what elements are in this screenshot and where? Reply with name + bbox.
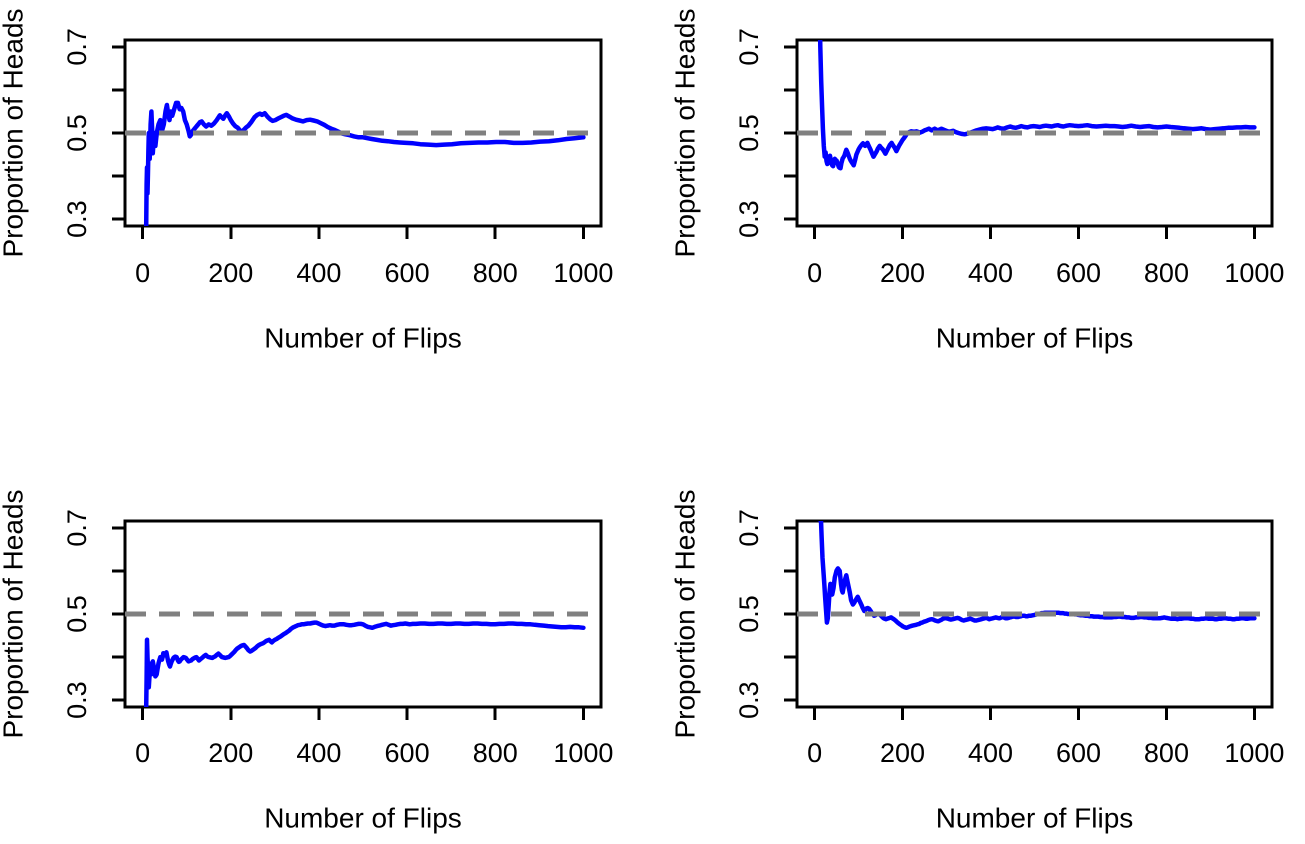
y-tick-label: 0.7 — [62, 509, 92, 547]
x-axis-title: Number of Flips — [264, 803, 462, 834]
x-tick-label: 600 — [1056, 738, 1101, 768]
proportion-line — [817, 40, 1257, 171]
x-tick-label: 400 — [296, 738, 341, 768]
x-tick-label: 200 — [880, 738, 925, 768]
x-tick-label: 0 — [135, 258, 150, 288]
x-tick-label: 600 — [1056, 258, 1101, 288]
x-tick-label: 200 — [880, 258, 925, 288]
y-tick-label: 0.3 — [734, 681, 764, 719]
x-tick-label: 0 — [807, 258, 822, 288]
x-tick-label: 800 — [473, 258, 518, 288]
x-tick-label: 600 — [385, 738, 430, 768]
y-axis-title: Proportion of Heads — [0, 489, 29, 738]
y-tick-label: 0.7 — [734, 28, 764, 66]
y-tick-label: 0.7 — [62, 28, 92, 66]
y-tick-label: 0.3 — [62, 200, 92, 238]
x-tick-label: 800 — [1144, 738, 1189, 768]
x-tick-label: 400 — [968, 258, 1013, 288]
x-tick-label: 800 — [1144, 258, 1189, 288]
panel-top-right: 0 200 400 600 800 1000 0.3 0.5 0.7 Number of Flip… — [670, 8, 1285, 354]
y-tick-label: 0.3 — [62, 681, 92, 719]
x-tick-label: 0 — [807, 738, 822, 768]
x-tick-label: 1000 — [553, 738, 613, 768]
x-tick-label: 1000 — [553, 258, 613, 288]
x-tick-label: 800 — [473, 738, 518, 768]
x-tick-label: 400 — [968, 738, 1013, 768]
x-axis-title: Number of Flips — [936, 803, 1134, 834]
y-tick-label: 0.5 — [62, 114, 92, 152]
y-tick-label: 0.5 — [734, 114, 764, 152]
x-tick-label: 200 — [208, 258, 253, 288]
panel-bottom-right: 0 200 400 600 800 1000 0.3 0.5 0.7 Number of Flip… — [670, 489, 1285, 834]
y-axis-title: Proportion of Heads — [670, 489, 701, 738]
y-axis-title: Proportion of Heads — [0, 8, 29, 257]
proportion-line — [143, 100, 586, 226]
x-axis-title: Number of Flips — [936, 323, 1134, 354]
proportion-line — [817, 521, 1257, 631]
y-axis-title: Proportion of Heads — [670, 8, 701, 257]
y-tick-label: 0.5 — [734, 595, 764, 633]
panel-top-left: 0 200 400 600 800 1000 0.3 0.5 0.7 Number of Flip… — [0, 8, 613, 353]
x-tick-label: 200 — [208, 738, 253, 768]
x-tick-label: 1000 — [1224, 738, 1284, 768]
x-axis-title: Number of Flips — [264, 323, 462, 354]
x-tick-label: 600 — [385, 258, 430, 288]
y-tick-label: 0.3 — [734, 200, 764, 238]
x-tick-label: 0 — [135, 738, 150, 768]
proportion-line — [143, 620, 586, 707]
panel-bottom-left: 0 200 400 600 800 1000 0.3 0.5 0.7 Number of Flip… — [0, 489, 613, 833]
y-tick-label: 0.5 — [62, 595, 92, 633]
y-tick-label: 0.7 — [734, 509, 764, 547]
x-tick-label: 1000 — [1224, 258, 1284, 288]
x-tick-label: 400 — [296, 258, 341, 288]
